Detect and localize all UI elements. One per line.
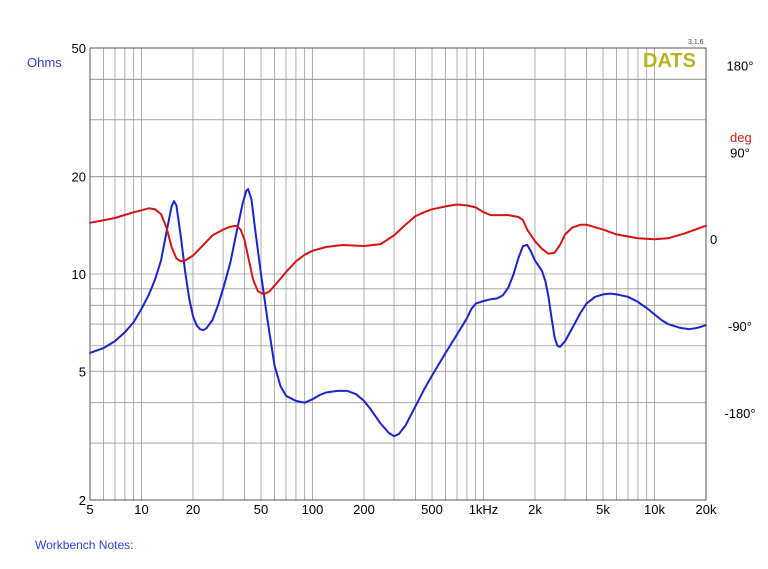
x-tick-label: 2k bbox=[528, 502, 542, 517]
plot-frame bbox=[89, 47, 707, 501]
y-tick-label: 5 bbox=[79, 364, 86, 379]
y-tick-label: 50 bbox=[72, 41, 86, 56]
workbench-notes-label: Workbench Notes: bbox=[35, 538, 134, 552]
x-tick-label: 1kHz bbox=[469, 502, 499, 517]
y2-tick-label: 0 bbox=[710, 232, 717, 247]
x-tick-label: 100 bbox=[302, 502, 324, 517]
y-tick-label: 2 bbox=[79, 493, 86, 508]
y-tick-label: 20 bbox=[72, 170, 86, 185]
x-tick-label: 5 bbox=[86, 502, 93, 517]
x-tick-label: 10k bbox=[644, 502, 665, 517]
impedance-series-line bbox=[89, 188, 707, 438]
phase-series-line bbox=[89, 203, 707, 296]
y2-tick-label: -90° bbox=[728, 319, 752, 334]
y2-tick-label: -180° bbox=[724, 406, 755, 421]
ohms-unit-label: Ohms bbox=[27, 55, 62, 70]
x-tick-label: 20 bbox=[186, 502, 200, 517]
x-tick-label: 200 bbox=[353, 502, 375, 517]
x-tick-label: 500 bbox=[421, 502, 443, 517]
y-tick-label: 10 bbox=[72, 267, 86, 282]
version-label: 3.1.6 bbox=[688, 39, 704, 46]
dats-logo: DATS bbox=[643, 50, 696, 72]
deg-unit-label: deg bbox=[730, 130, 752, 145]
x-tick-label: 10 bbox=[134, 502, 148, 517]
x-tick-label: 50 bbox=[254, 502, 268, 517]
x-tick-label: 5k bbox=[596, 502, 610, 517]
x-tick-label: 20k bbox=[696, 502, 717, 517]
y2-tick-label: 180° bbox=[727, 58, 754, 73]
y2-tick-label: 90° bbox=[730, 145, 750, 160]
